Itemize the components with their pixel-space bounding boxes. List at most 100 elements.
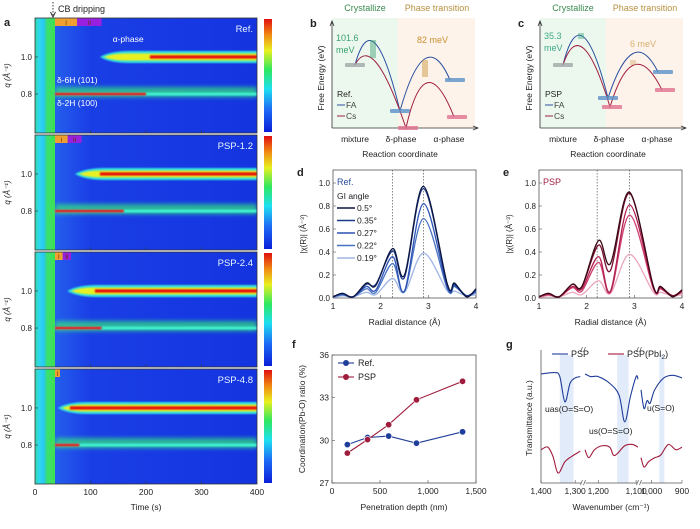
legend-label-PSP: PSP bbox=[571, 349, 589, 359]
x-tick-label: 1,200 bbox=[588, 486, 610, 496]
y-axis-label: |χ(R)| (Å⁻³) bbox=[299, 214, 308, 254]
x-tick-label: 0 bbox=[330, 486, 335, 496]
data-point-PSP bbox=[343, 449, 351, 457]
y-tick-label: 0.8 bbox=[21, 324, 33, 333]
delta-band-tail bbox=[54, 443, 257, 447]
y-tick-label: 0.4 bbox=[319, 248, 331, 257]
alpha-band-core bbox=[149, 55, 257, 59]
alpha-band-core bbox=[69, 406, 257, 410]
sample-tag: PSP bbox=[543, 177, 561, 187]
x-axis-label: Radial distance (Å) bbox=[575, 317, 647, 327]
pre-dripping-region bbox=[35, 18, 55, 133]
legend-label: 0.35° bbox=[357, 216, 377, 226]
legend-label-FA: FA bbox=[554, 100, 565, 110]
delta-band-tail bbox=[54, 326, 257, 330]
x-tick-label: 100 bbox=[83, 487, 97, 497]
y-axis-arrow bbox=[537, 19, 543, 128]
category-label: α-phase bbox=[434, 134, 465, 144]
data-point-PSP bbox=[459, 377, 467, 385]
barrier-2-label: 82 meV bbox=[417, 35, 448, 45]
spectrum-PSP(PbI2) bbox=[584, 443, 639, 459]
y-tick-label: 0.8 bbox=[21, 90, 33, 99]
y-tick-label: 0.0 bbox=[319, 294, 331, 303]
spectrum-PSP bbox=[584, 373, 639, 423]
x-axis-label: Penetration depth (nm) bbox=[361, 502, 448, 512]
data-point-Ref. bbox=[459, 428, 467, 436]
stage-label: II bbox=[88, 21, 92, 27]
panel-letter-c: c bbox=[518, 18, 524, 30]
x-tick-label: 300 bbox=[194, 487, 208, 497]
x-tick-label: 900 bbox=[675, 486, 689, 496]
header-crystallize: Crystallize bbox=[552, 3, 594, 13]
legend-label: 0.19° bbox=[357, 253, 377, 263]
panel-letter-g: g bbox=[506, 339, 513, 351]
stage-bar-II bbox=[67, 135, 82, 143]
delta-band-halo bbox=[54, 87, 257, 98]
panels-d-e: d 0.0 0.2 0.4 0.6 0.8 1.0 1 2 3 4 Radial distance (… bbox=[297, 167, 685, 327]
x-tick-label: 1,100 bbox=[625, 486, 647, 496]
spectrum-PSP(PbI2) bbox=[540, 446, 581, 474]
delta-band-halo bbox=[54, 438, 257, 449]
y-tick-label: 33 bbox=[320, 393, 330, 403]
y-tick-label: 27 bbox=[320, 478, 330, 488]
panel-label: Ref. bbox=[236, 24, 253, 35]
y-axis-label: q (Å⁻¹) bbox=[3, 297, 12, 322]
x-tick-label: 1 bbox=[537, 301, 542, 311]
stage-bar-I bbox=[54, 135, 68, 143]
barrier-1-label: meV bbox=[336, 45, 355, 55]
legend-title: Ref. bbox=[337, 89, 353, 99]
heatmap-cells: I bbox=[35, 369, 257, 484]
alpha-band-core bbox=[99, 172, 257, 176]
axis-break-mark bbox=[580, 479, 586, 486]
x-tick-label: 3 bbox=[426, 301, 431, 311]
y-tick-label: 0.8 bbox=[21, 441, 33, 450]
annotation-cb-dripping: CB dripping bbox=[58, 4, 105, 14]
legend-label: 0.27° bbox=[357, 228, 377, 238]
panel-letter-b: b bbox=[310, 18, 317, 30]
panel-letter-a: a bbox=[4, 17, 11, 29]
delta-band-halo bbox=[54, 204, 257, 215]
shaded-band bbox=[617, 355, 629, 483]
delta-band-core bbox=[54, 92, 147, 96]
x-axis-label: Radial distance (Å) bbox=[369, 317, 441, 327]
crystallize-region bbox=[540, 18, 606, 128]
delta-band-halo bbox=[54, 321, 257, 332]
stage-label: II bbox=[65, 255, 69, 261]
y-tick-label: 1.0 bbox=[21, 170, 33, 179]
legend-label-PSP-PbI2: PSP(PbI2) bbox=[627, 349, 668, 361]
axis-break-gap bbox=[637, 480, 642, 486]
level-delta-Cs bbox=[602, 105, 622, 109]
y-axis-label: q (Å⁻¹) bbox=[3, 414, 12, 439]
delta-band-core bbox=[54, 209, 124, 213]
x-tick-label: 0 bbox=[33, 487, 38, 497]
level-mixture bbox=[345, 63, 365, 67]
y-axis-label: q (Å⁻¹) bbox=[3, 63, 12, 88]
delta-band-tail bbox=[54, 209, 257, 213]
barrier-2-marker bbox=[422, 60, 428, 77]
heatmap-panel-2: I II PSP-1.20.81.0q (Å⁻¹) bbox=[3, 134, 272, 251]
x-tick-label: 1,000 bbox=[641, 486, 663, 496]
x-axis-label: Reaction coordinate bbox=[362, 149, 438, 159]
pre-dripping-region bbox=[35, 135, 55, 250]
x-tick-label: 500 bbox=[373, 486, 387, 496]
y-tick-label: 0.6 bbox=[525, 225, 537, 234]
y-tick-label: 0.8 bbox=[319, 202, 331, 211]
legend-label-Cs: Cs bbox=[346, 111, 356, 121]
peak-label-delta-2h: δ-2H (100) bbox=[57, 98, 98, 108]
series-line bbox=[538, 191, 683, 298]
legend-label-Cs: Cs bbox=[554, 111, 564, 121]
panel-f: f 27 30 33 36 0 500 1,000 1,500 Penetration depth… bbox=[292, 339, 487, 512]
legend-label-FA: FA bbox=[346, 100, 357, 110]
x-axis-label: Wavenumber (cm⁻¹) bbox=[573, 502, 650, 512]
heatmap-cells: I II bbox=[35, 135, 257, 250]
category-label: δ-phase bbox=[386, 134, 417, 144]
heatmap-cells: I II bbox=[35, 252, 257, 367]
panel-label: PSP-4.8 bbox=[218, 375, 253, 386]
data-point-Ref. bbox=[385, 432, 393, 440]
heatmap-background bbox=[35, 252, 257, 367]
barrier-1-marker bbox=[578, 33, 584, 39]
level-delta-Cs bbox=[398, 126, 418, 130]
